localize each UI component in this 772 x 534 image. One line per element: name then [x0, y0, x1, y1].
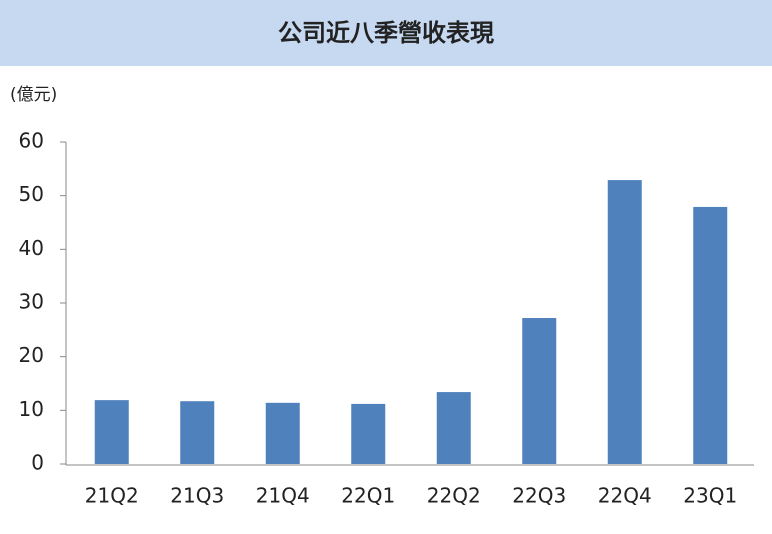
x-tick-label: 21Q3 — [170, 484, 224, 508]
bar — [351, 403, 386, 464]
y-tick-label: 0 — [31, 451, 44, 475]
x-tick-label: 22Q3 — [512, 484, 566, 508]
bar — [522, 318, 557, 464]
y-tick-label: 20 — [19, 343, 44, 367]
y-axis-label: (億元) — [10, 85, 57, 105]
x-tick-label: 22Q1 — [341, 484, 395, 508]
x-tick-label: 21Q4 — [256, 484, 310, 508]
x-tick-label: 21Q2 — [85, 484, 139, 508]
bar — [180, 401, 215, 464]
y-tick-label: 40 — [19, 236, 44, 260]
chart-title: 公司近八季營收表現 — [278, 19, 494, 47]
y-tick-label: 60 — [19, 129, 44, 153]
x-tick-label: 22Q4 — [598, 484, 652, 508]
bar — [265, 402, 300, 464]
title-banner — [0, 0, 772, 66]
bar — [436, 392, 471, 464]
x-tick-label: 22Q2 — [427, 484, 481, 508]
y-tick-label: 10 — [19, 397, 44, 421]
x-tick-label: 23Q1 — [683, 484, 737, 508]
bar — [94, 400, 129, 464]
bar — [693, 206, 728, 465]
y-tick-label: 50 — [19, 182, 44, 206]
bar — [607, 180, 642, 464]
y-tick-label: 30 — [19, 290, 44, 314]
